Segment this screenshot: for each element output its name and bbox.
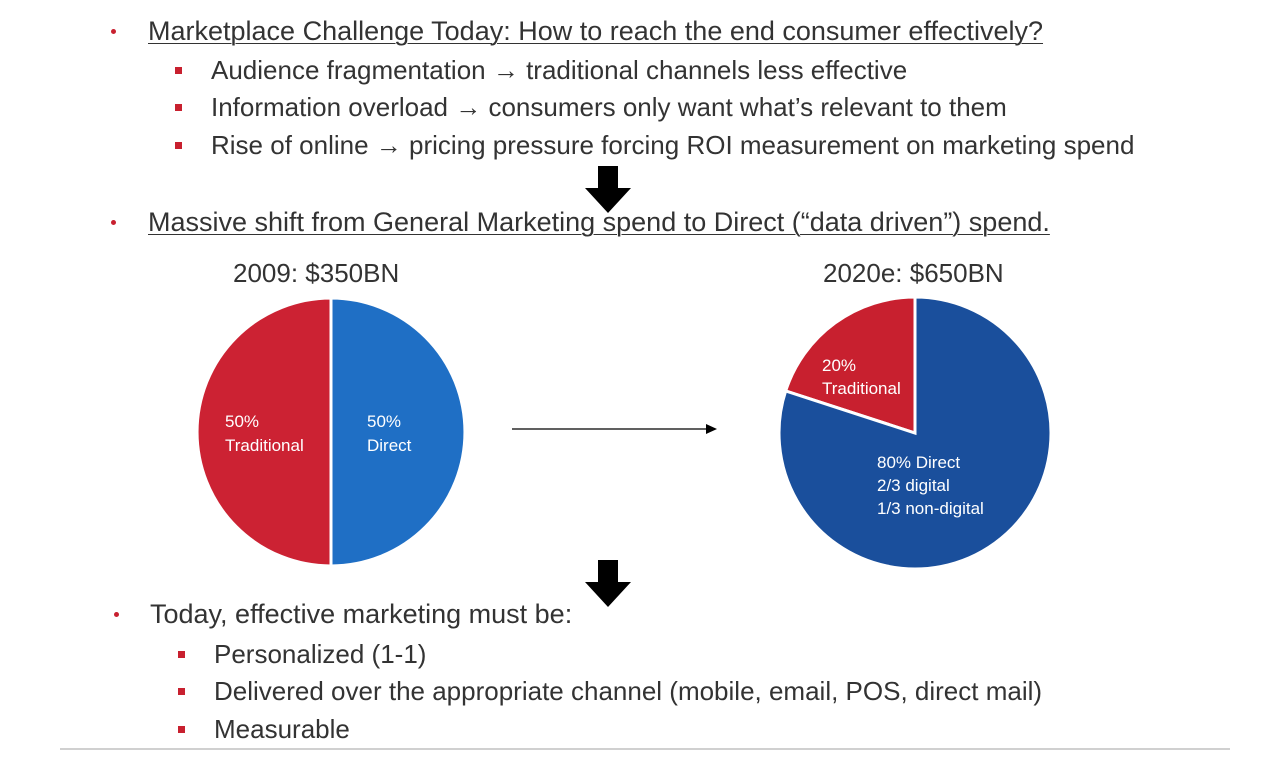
slice-label-line: 50% <box>367 412 401 431</box>
slice-label-1: 20% Traditional <box>822 356 901 398</box>
pie-chart-2009: 50% Traditional 50% Direct <box>195 296 467 568</box>
sub-bullet-marker <box>178 651 185 658</box>
slice-label-line: 80% Direct <box>877 453 960 472</box>
section3-item-3: Measurable <box>214 714 350 744</box>
section2-heading: Massive shift from General Marketing spe… <box>148 207 1050 237</box>
pie-2009-title: 2009: $350BN <box>233 258 400 288</box>
sub-bullet-marker <box>178 688 185 695</box>
pie-chart-2020: 20% Traditional 80% Direct 2/3 digital 1/3 n… <box>777 295 1053 571</box>
bullet-marker <box>111 220 116 225</box>
section3-item-1: Personalized (1-1) <box>214 639 427 669</box>
pie-slice-2 <box>777 295 1053 571</box>
slice-label-line: 50% <box>225 412 259 431</box>
sub-bullet-marker <box>175 142 182 149</box>
slice-label-line: 20% <box>822 356 856 375</box>
down-arrow-icon <box>585 166 631 213</box>
pie-slice-1 <box>783 295 917 436</box>
slice-label-line: Traditional <box>822 379 901 398</box>
transition-arrow-icon <box>512 424 717 434</box>
down-arrow-icon <box>585 560 631 607</box>
pie-slice-2 <box>329 296 467 568</box>
section3-heading: Today, effective marketing must be: <box>150 599 573 629</box>
slice-label-1: 50% Traditional <box>225 412 304 455</box>
section1-item-2: Information overload → consumers only wa… <box>211 92 1007 122</box>
section3-item-2: Delivered over the appropriate channel (… <box>214 676 1043 706</box>
bullet-marker <box>111 29 116 34</box>
section1-item-3: Rise of online → pricing pressure forcin… <box>211 130 1135 160</box>
slice-label-line: Direct <box>367 436 412 455</box>
sub-bullet-marker <box>175 104 182 111</box>
slice-label-line: 2/3 digital <box>877 476 950 495</box>
sub-bullet-marker <box>178 726 185 733</box>
slice-label-2: 80% Direct 2/3 digital 1/3 non-digital <box>877 453 984 518</box>
slice-label-line: 1/3 non-digital <box>877 499 984 518</box>
slice-label-2: 50% Direct <box>367 412 412 455</box>
pie-slice-1 <box>195 296 333 568</box>
section1-item-1: Audience fragmentation → traditional cha… <box>211 55 908 85</box>
bottom-divider <box>60 748 1230 750</box>
sub-bullet-marker <box>175 67 182 74</box>
slice-label-line: Traditional <box>225 436 304 455</box>
bullet-marker <box>114 612 119 617</box>
section1-heading: Marketplace Challenge Today: How to reac… <box>148 16 1044 46</box>
pie-2020-title: 2020e: $650BN <box>823 258 1004 288</box>
